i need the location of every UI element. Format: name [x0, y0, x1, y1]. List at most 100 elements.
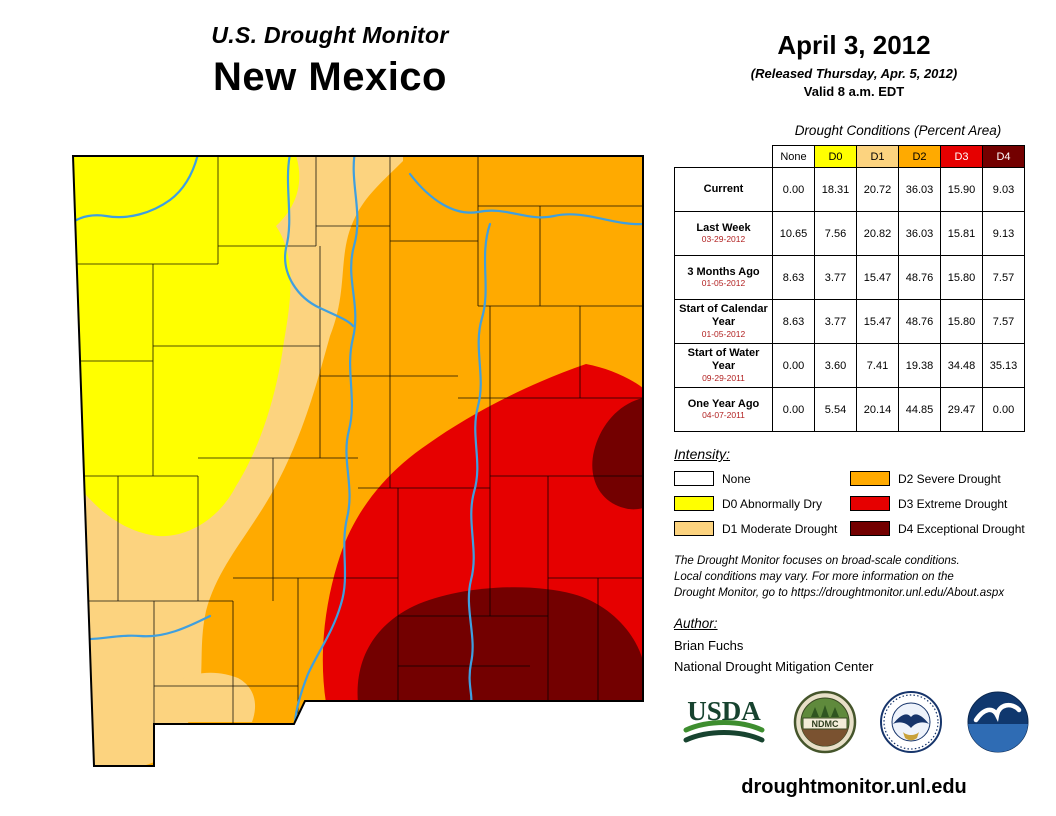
cell: 36.03 [898, 211, 941, 256]
legend-column-right: D2 Severe Drought D3 Extreme Drought D4 … [850, 471, 1026, 546]
cell: 0.00 [772, 343, 815, 388]
row-label: One Year Ago 04-07-2011 [674, 387, 773, 432]
cell: 15.47 [856, 255, 899, 300]
row-label: Current [674, 167, 773, 212]
tree-icon [810, 707, 819, 717]
website-url: droughtmonitor.unl.edu [741, 776, 967, 798]
gila-river [73, 614, 212, 641]
cell: 9.13 [982, 211, 1025, 256]
legend-swatch-d4 [850, 521, 890, 536]
legend-swatch-d2 [850, 471, 890, 486]
rivers [73, 156, 643, 724]
map-date: April 3, 2012 [777, 30, 931, 60]
info-panel: April 3, 2012 (Released Thursday, Apr. 5… [672, 0, 1036, 816]
release-date: (Released Thursday, Apr. 5, 2012) [750, 66, 958, 81]
legend-label: D0 Abnormally Dry [722, 496, 823, 511]
table-row-last-week: Last Week 03-29-2012 10.65 7.56 20.82 36.… [674, 211, 1025, 256]
title-block: U.S. Drought Monitor New Mexico [0, 22, 660, 100]
cell: 0.00 [772, 387, 815, 432]
usda-swoosh2-icon [683, 730, 765, 743]
legend-label: D1 Moderate Drought [722, 521, 838, 536]
canadian-river [408, 172, 643, 226]
row-date: 01-05-2012 [701, 328, 746, 339]
county-borders [73, 156, 643, 724]
cell: 7.41 [856, 343, 899, 388]
disclaimer-line: Local conditions may vary. For more info… [674, 571, 954, 583]
col-header-d4: D4 [982, 145, 1025, 168]
map-region-d0-northwest [73, 156, 300, 537]
cell: 8.63 [772, 255, 815, 300]
cell: 3.77 [814, 255, 857, 300]
cell: 15.47 [856, 299, 899, 344]
row-date: 09-29-2011 [702, 372, 745, 383]
cell: 20.14 [856, 387, 899, 432]
date-block: April 3, 2012 (Released Thursday, Apr. 5… [672, 30, 1036, 99]
usda-logo: USDA [683, 696, 765, 743]
cell: 15.80 [940, 255, 983, 300]
row-label: Start of Water Year 09-29-2011 [674, 343, 773, 388]
disclaimer: The Drought Monitor focuses on broad-sca… [674, 553, 1004, 601]
san-juan-river [73, 156, 200, 224]
legend-label: D2 Severe Drought [898, 471, 1001, 486]
seal-gold-base [903, 732, 920, 741]
report-title: U.S. Drought Monitor [211, 22, 449, 48]
col-header-d3: D3 [940, 145, 983, 168]
cell: 48.76 [898, 299, 941, 344]
legend-item-d0: D0 Abnormally Dry [674, 496, 850, 511]
table-row-start-calendar-year: Start of Calendar Year 01-05-2012 8.63 3.… [674, 299, 1025, 344]
noaa-logo [967, 691, 1029, 753]
cell: 7.57 [982, 299, 1025, 344]
usda-swoosh-icon [683, 720, 765, 733]
tree-icon [820, 705, 829, 717]
ndmc-logo-text: NDMC [811, 719, 838, 729]
chama-river [284, 156, 355, 328]
legend-item-d1: D1 Moderate Drought [674, 521, 850, 536]
ndmc-earth [800, 728, 849, 746]
cell: 3.60 [814, 343, 857, 388]
col-header-d1: D1 [856, 145, 899, 168]
cell: 15.81 [940, 211, 983, 256]
author-heading: Author: [674, 616, 718, 631]
cell: 34.48 [940, 343, 983, 388]
rio-grande-river [293, 156, 359, 724]
row-label-text: Current [703, 182, 744, 195]
cell: 9.03 [982, 167, 1025, 212]
cell: 48.76 [898, 255, 941, 300]
seal-text-ring [883, 694, 939, 750]
row-label-text: Last Week [696, 221, 751, 234]
author-block: Author: Brian Fuchs National Drought Mit… [674, 616, 873, 680]
drought-conditions-table: None D0 D1 D2 D3 D4 Current 0.00 18.31 2… [674, 145, 1025, 432]
cell: 20.82 [856, 211, 899, 256]
new-mexico-drought-map [71, 155, 644, 767]
legend-item-d4: D4 Exceptional Drought [850, 521, 1026, 536]
row-label: Last Week 03-29-2012 [674, 211, 773, 256]
author-name: Brian Fuchs [674, 638, 744, 653]
state-border [71, 155, 644, 767]
cell: 7.57 [982, 255, 1025, 300]
seagull-icon [973, 702, 1022, 723]
row-date: 01-05-2012 [701, 278, 746, 289]
table-row-one-year-ago: One Year Ago 04-07-2011 0.00 5.54 20.14 4… [674, 387, 1025, 432]
disclaimer-line: Drought Monitor, go to https://droughtmo… [674, 587, 1005, 599]
cell: 8.63 [772, 299, 815, 344]
cell: 29.47 [940, 387, 983, 432]
map-region-d4-east [592, 398, 643, 510]
table-title: Drought Conditions (Percent Area) [794, 123, 1002, 138]
valid-time: Valid 8 a.m. EDT [803, 84, 905, 99]
col-header-d2: D2 [898, 145, 941, 168]
row-label-text: One Year Ago [687, 397, 760, 410]
cell: 20.72 [856, 167, 899, 212]
col-header-d0: D0 [814, 145, 857, 168]
cell: 44.85 [898, 387, 941, 432]
legend-column-left: None D0 Abnormally Dry D1 Moderate Droug… [674, 471, 850, 546]
cell: 10.65 [772, 211, 815, 256]
legend-swatch-d1 [674, 521, 714, 536]
author-organization: National Drought Mitigation Center [674, 659, 874, 674]
row-label-text: 3 Months Ago [687, 265, 760, 278]
state-name: New Mexico [213, 55, 447, 99]
legend-item-d3: D3 Extreme Drought [850, 496, 1026, 511]
col-header-none: None [772, 145, 815, 168]
commerce-seal-logo [880, 691, 943, 753]
cell: 35.13 [982, 343, 1025, 388]
